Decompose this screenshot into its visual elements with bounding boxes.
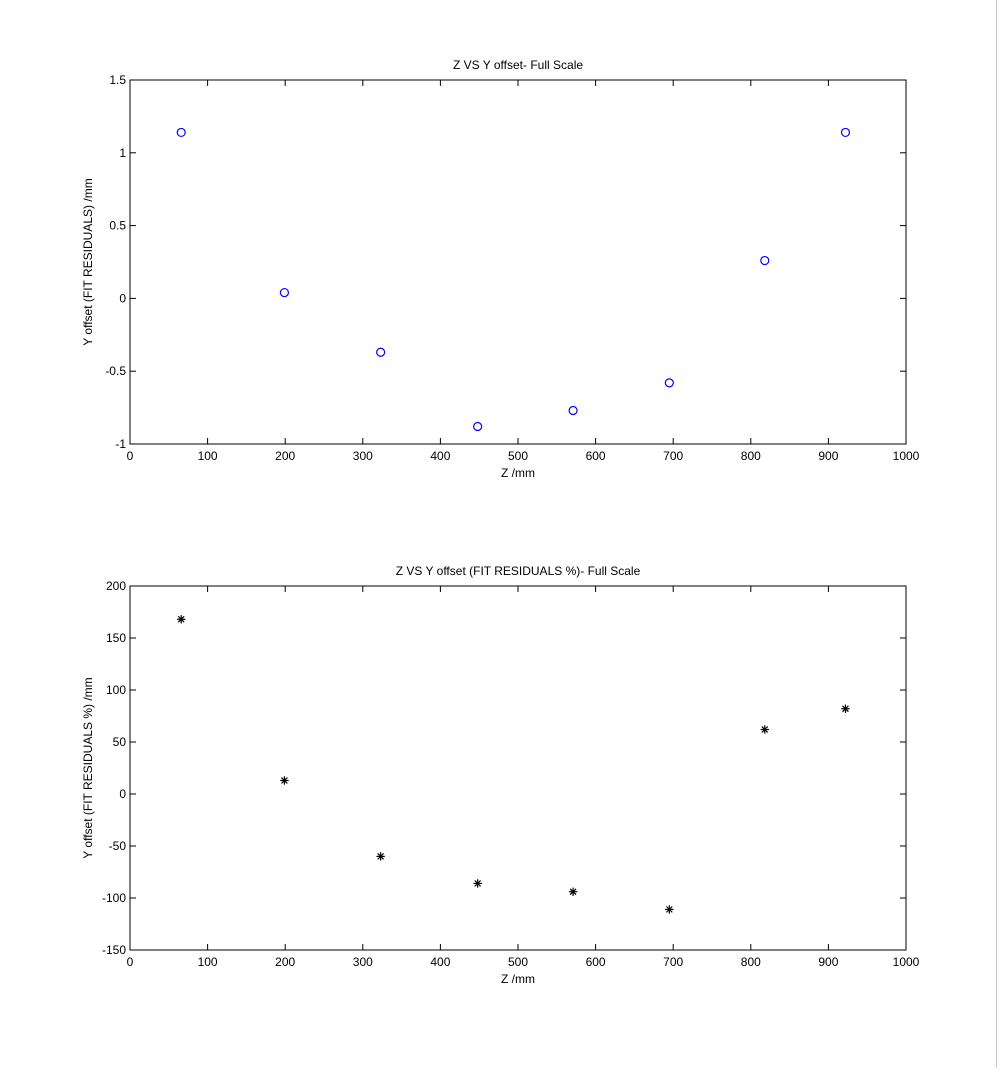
chart1-xtick-label: 300	[353, 449, 373, 463]
chart1-data-point	[176, 127, 186, 138]
chart1-data-point	[840, 127, 851, 138]
chart2-xtick-label: 300	[353, 955, 373, 969]
chart1-data-point	[760, 255, 770, 266]
chart1-xtick-label: 1000	[893, 449, 920, 463]
chart1-xtick-label: 900	[818, 449, 838, 463]
chart2-xtick-label: 800	[741, 955, 761, 969]
chart2-ytick-label: 50	[113, 735, 127, 749]
chart2-xtick-label: 700	[663, 955, 683, 969]
chart2-xtick-label: 1000	[893, 955, 920, 969]
chart2-xlabel: Z /mm	[501, 972, 535, 986]
chart2-xtick-label: 400	[430, 955, 450, 969]
chart2-data-point	[568, 887, 578, 896]
chart1-xtick-label: 500	[508, 449, 528, 463]
chart1-data-point	[279, 287, 290, 298]
chart1-xtick-label: 800	[741, 449, 761, 463]
chart1-xtick-label: 200	[275, 449, 295, 463]
chart1-ytick-label: 0.5	[109, 219, 126, 233]
chart2-ytick-label: 100	[106, 683, 126, 697]
chart2-ytick-label: -150	[102, 943, 126, 957]
chart1-data-point	[664, 378, 674, 388]
chart2-xtick-label: 200	[275, 955, 295, 969]
chart2-xtick-label: 600	[586, 955, 606, 969]
chart2-ylabel: Y offset (FIT RESIDUALS %) /mm	[81, 677, 95, 858]
window-edge	[996, 0, 997, 1068]
chart1-axes-box	[129, 79, 907, 445]
chart2-ytick-label: 150	[106, 631, 126, 645]
chart1-xtick-label: 400	[430, 449, 450, 463]
chart1-xtick-label: 100	[198, 449, 218, 463]
chart1-xlabel: Z /mm	[501, 466, 535, 480]
chart1-title: Z VS Y offset- Full Scale	[453, 58, 583, 72]
chart2-data-point	[376, 852, 385, 861]
chart1-ytick-label: -1	[115, 437, 126, 451]
chart2-data-point	[665, 905, 674, 914]
chart2-ytick-label: -50	[109, 839, 127, 853]
chart1-data-point	[376, 347, 386, 357]
chart2-xtick-label: 900	[818, 955, 838, 969]
chart2-ytick-label: -100	[102, 891, 126, 905]
chart1-ytick-label: 1	[119, 146, 126, 160]
chart2-axes-box	[129, 585, 907, 951]
chart2-xtick-label: 500	[508, 955, 528, 969]
chart2-xtick-label: 100	[198, 955, 218, 969]
chart2-data-point	[177, 615, 186, 624]
chart2-data-point	[280, 776, 289, 785]
chart2-ytick-label: 200	[106, 579, 126, 593]
chart2-ytick-label: 0	[119, 787, 126, 801]
chart2-data-point	[841, 704, 850, 713]
chart1-xtick-label: 600	[586, 449, 606, 463]
chart2-data-point	[760, 725, 769, 734]
chart2-xtick-label: 0	[127, 955, 134, 969]
chart1-xtick-label: 0	[127, 449, 134, 463]
chart1-ytick-label: 1.5	[109, 73, 126, 87]
chart2-title: Z VS Y offset (FIT RESIDUALS %)- Full Sc…	[396, 564, 641, 578]
chart1-data-point	[568, 405, 578, 416]
chart2-data-point	[473, 879, 482, 888]
chart1-data-point	[473, 421, 483, 432]
chart1-xtick-label: 700	[663, 449, 683, 463]
chart1-ytick-label: 0	[119, 291, 126, 305]
chart1-ytick-label: -0.5	[105, 364, 126, 378]
chart1-ylabel: Y offset (FIT RESIDUALS) /mm	[81, 178, 95, 345]
